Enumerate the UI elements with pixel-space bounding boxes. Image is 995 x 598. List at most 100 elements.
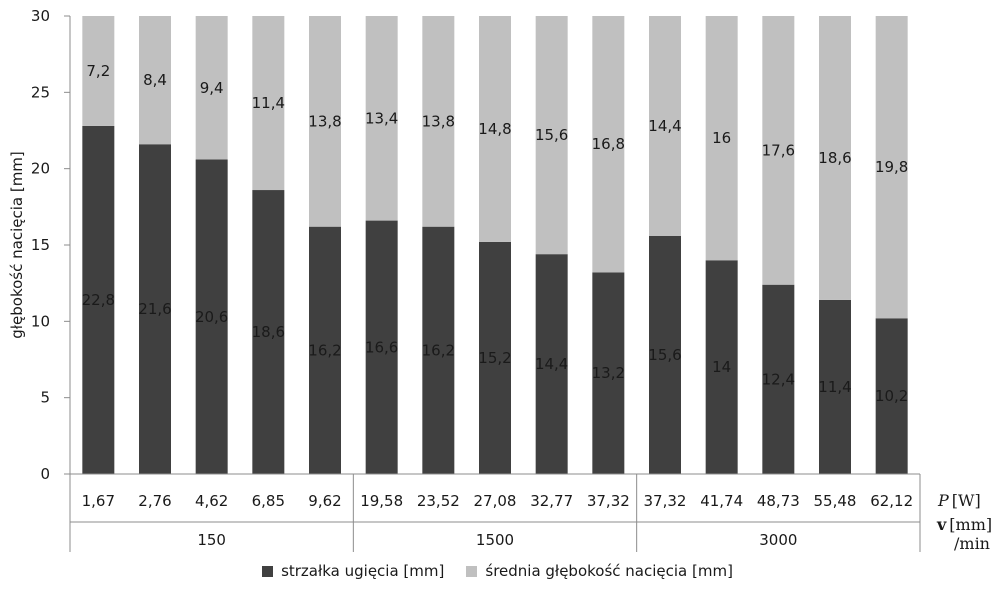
data-label-deflection: 14	[712, 358, 731, 376]
legend-item-average-depth: średnia głębokość nacięcia [mm]	[466, 562, 733, 580]
x-category-label: 19,58	[360, 492, 403, 510]
bar-average-depth	[762, 16, 795, 285]
y-axis: 0 5 10 15 20 25 30	[31, 7, 71, 483]
data-label-average-depth: 13,4	[365, 109, 398, 127]
data-label-deflection: 21,6	[138, 300, 171, 318]
data-label-average-depth: 15,6	[535, 126, 568, 144]
y-tick-label: 5	[40, 389, 50, 407]
bar-deflection	[195, 159, 228, 475]
bar-average-depth	[365, 16, 398, 221]
bar-average-depth	[195, 16, 228, 160]
x-category-label: 27,08	[474, 492, 517, 510]
x-group-label: 3000	[759, 531, 797, 549]
y-tick-label: 30	[31, 7, 50, 25]
data-label-deflection: 16,2	[308, 341, 341, 359]
bar-deflection	[819, 299, 851, 474]
bar-average-depth	[82, 16, 115, 126]
v-unit-denominator: /min	[954, 534, 990, 553]
data-label-average-depth: 8,4	[143, 71, 167, 89]
v-unit-label: v [mm]	[936, 515, 992, 534]
bar-average-depth	[705, 16, 738, 261]
data-label-deflection: 13,2	[592, 364, 625, 382]
x-category-label: 9,62	[308, 492, 341, 510]
bar-average-depth	[819, 16, 851, 300]
x-category-label: 4,62	[195, 492, 228, 510]
data-label-deflection: 20,6	[195, 308, 228, 326]
x-category-label: 41,74	[700, 492, 743, 510]
y-tick-label: 25	[31, 83, 50, 101]
y-tick-label: 15	[31, 236, 50, 254]
y-axis-title: głębokość nacięcia [mm]	[8, 151, 26, 339]
legend: strzałka ugięcia [mm] średnia głębokość …	[0, 562, 995, 580]
x-category-label: 48,73	[757, 492, 800, 510]
y-tick-label: 0	[40, 465, 50, 483]
data-label-average-depth: 14,8	[478, 120, 511, 138]
x-category-label: 55,48	[814, 492, 857, 510]
bar-average-depth	[535, 16, 568, 255]
x-category-label: 6,85	[252, 492, 285, 510]
x-category-label: 1,67	[82, 492, 115, 510]
data-label-average-depth: 9,4	[200, 79, 224, 97]
data-label-deflection: 10,2	[875, 387, 908, 405]
bar-deflection	[82, 125, 115, 475]
data-label-deflection: 22,8	[82, 291, 115, 309]
bar-deflection	[535, 254, 568, 474]
data-label-average-depth: 14,4	[648, 117, 681, 135]
bar-average-depth	[479, 16, 511, 242]
v-symbol: v	[936, 515, 947, 534]
bar-deflection	[309, 226, 341, 474]
data-label-average-depth: 7,2	[86, 62, 110, 80]
stacked-bar-chart: 0 5 10 15 20 25 30 22,8 7,2 21,6 8,4 20,6 9,4 18,6 11…	[8, 7, 992, 553]
bar-deflection	[649, 235, 681, 474]
legend-item-deflection: strzałka ugięcia [mm]	[262, 562, 444, 580]
legend-label-deflection: strzałka ugięcia [mm]	[281, 562, 445, 580]
bar-average-depth	[649, 16, 681, 236]
x-category-label: 62,12	[870, 492, 913, 510]
y-tick-label: 20	[31, 160, 50, 178]
data-label-deflection: 12,4	[762, 370, 795, 388]
data-label-average-depth: 13,8	[308, 112, 341, 130]
y-tick-label: 10	[31, 312, 50, 330]
bar-average-depth	[309, 16, 341, 227]
x-category-label: 23,52	[417, 492, 460, 510]
legend-swatch-deflection	[262, 565, 274, 577]
x-axis: 1,67 2,76 4,62 6,85 9,62 19,58 23,52 27,08 32,77…	[69, 473, 921, 552]
x-category-label: 37,32	[587, 492, 630, 510]
x-category-label: 37,32	[644, 492, 687, 510]
data-label-average-depth: 17,6	[762, 141, 795, 159]
data-label-average-depth: 13,8	[422, 112, 455, 130]
data-label-average-depth: 16,8	[592, 135, 625, 153]
bar-average-depth	[252, 16, 285, 191]
bar-deflection	[592, 272, 625, 474]
data-label-deflection: 15,6	[648, 346, 681, 364]
data-label-average-depth: 18,6	[818, 149, 851, 167]
data-label-deflection: 15,2	[478, 349, 511, 367]
data-label-average-depth: 16	[712, 129, 731, 147]
data-label-deflection: 14,4	[535, 355, 568, 373]
bar-average-depth	[422, 16, 455, 227]
bar-deflection	[422, 226, 455, 474]
legend-swatch-average-depth	[466, 565, 478, 577]
legend-label-average-depth: średnia głębokość nacięcia [mm]	[485, 562, 733, 580]
bar-average-depth	[139, 16, 171, 145]
bar-deflection	[705, 260, 738, 474]
p-symbol: P	[937, 491, 949, 510]
bar-deflection	[762, 284, 795, 474]
bar-deflection	[139, 144, 171, 475]
x-category-label: 2,76	[138, 492, 171, 510]
data-label-deflection: 16,6	[365, 338, 398, 356]
data-label-deflection: 16,2	[422, 341, 455, 359]
x-category-label: 32,77	[530, 492, 573, 510]
bars: 22,8 7,2 21,6 8,4 20,6 9,4 18,6 11,4 16,2 13,8 16,…	[82, 16, 908, 475]
bar-average-depth	[592, 16, 625, 273]
x-group-label: 1500	[476, 531, 514, 549]
p-unit: [W]	[952, 491, 981, 510]
p-unit-label: P [W]	[937, 491, 981, 510]
data-label-average-depth: 19,8	[875, 158, 908, 176]
bar-deflection	[875, 318, 908, 474]
bar-deflection	[479, 241, 511, 474]
v-unit: [mm]	[949, 515, 992, 534]
data-label-deflection: 11,4	[818, 378, 851, 396]
bar-deflection	[365, 220, 398, 474]
bar-deflection	[252, 190, 285, 475]
